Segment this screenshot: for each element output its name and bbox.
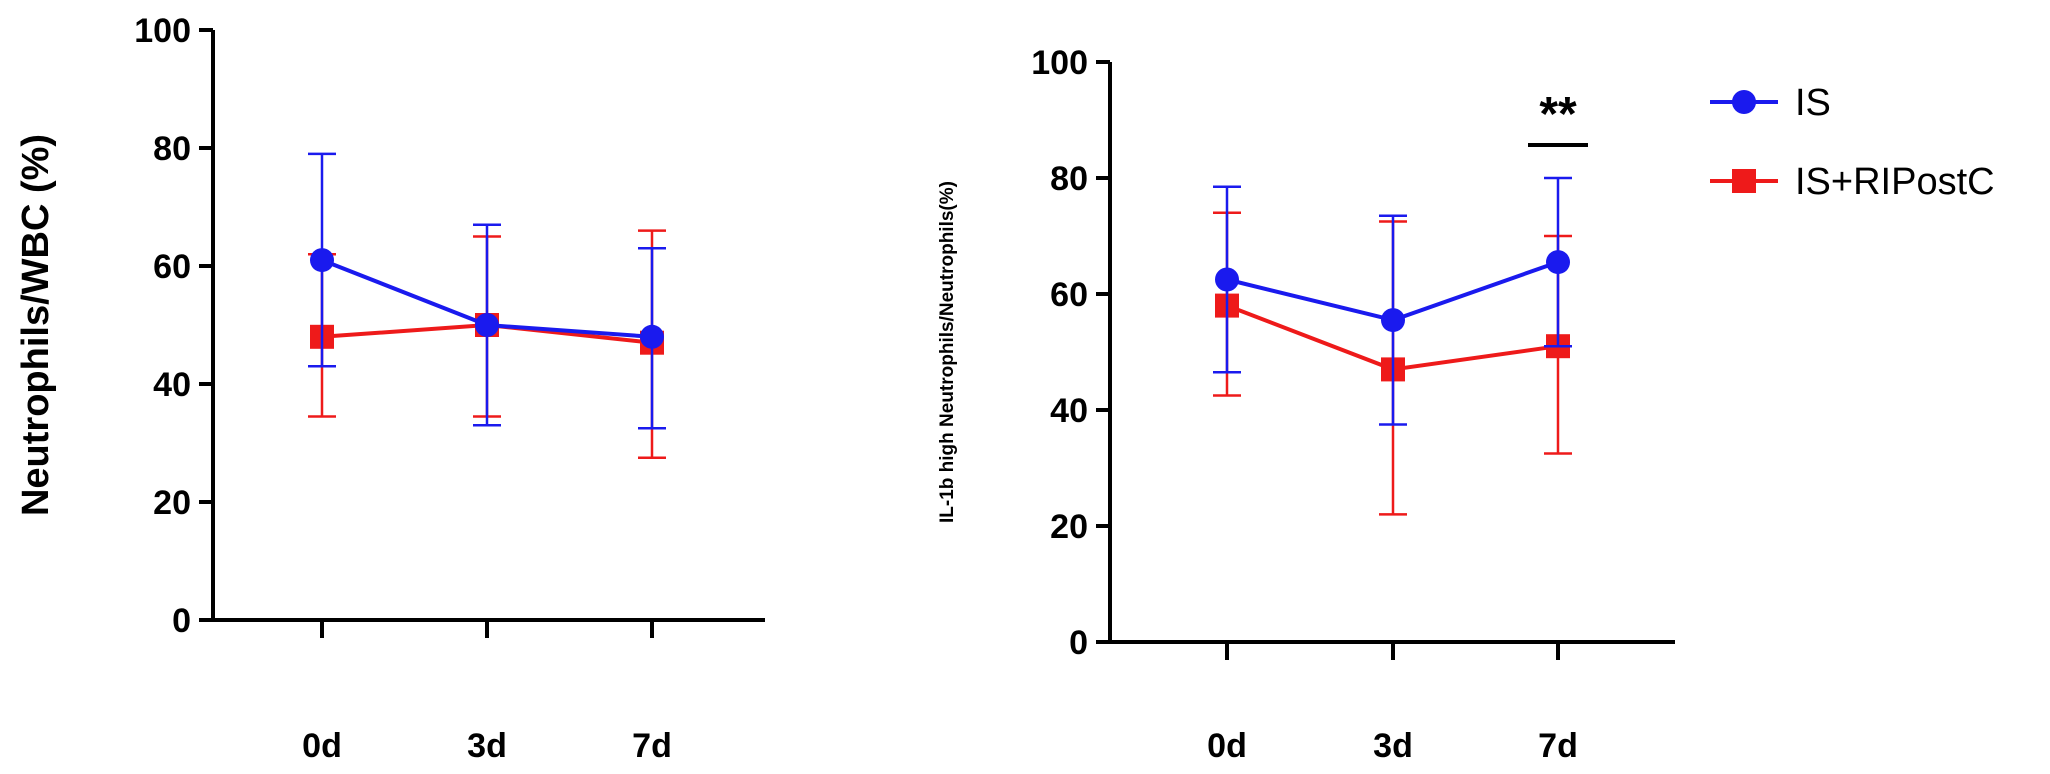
x-tick-label: 0d	[302, 727, 342, 765]
y-tick-label: 20	[153, 484, 191, 522]
legend-marker-square	[1732, 169, 1756, 193]
y-tick-label: 80	[1050, 160, 1088, 198]
legend: IS IS+RIPostC	[1710, 82, 1995, 203]
y-tick-label: 60	[1050, 276, 1088, 314]
y-tick-label: 80	[153, 130, 191, 168]
legend-item-is: IS	[1710, 82, 1831, 124]
data-point-is	[1546, 250, 1570, 275]
x-tick-label: 7d	[1538, 727, 1578, 765]
legend-label: IS	[1795, 82, 1831, 124]
legend-marker-circle	[1732, 90, 1756, 114]
series-is	[1213, 176, 1572, 426]
y-tick-label: 40	[1050, 392, 1088, 430]
x-tick-label: 0d	[1207, 727, 1247, 765]
y-tick-label: 100	[134, 12, 191, 50]
y-tick-label: 60	[153, 248, 191, 286]
x-tick-label: 3d	[467, 727, 507, 765]
y-tick-label: 40	[153, 366, 191, 404]
y-tick-label: 0	[1069, 624, 1088, 662]
panel-neutrophils-wbc: 0 20 40 60 80 100 0d 3d 7d Neutrophils/WBC (%)	[15, 12, 765, 765]
legend-item-is-ripostc: IS+RIPostC	[1710, 161, 1995, 203]
data-point-is	[1381, 308, 1405, 333]
panel-il1b-neutrophils: 0 20 40 60 80 100 0d 3d 7d IL-1b high Neutrophils…	[937, 44, 1675, 765]
y-tick-label: 100	[1031, 44, 1088, 82]
data-point-is	[1215, 267, 1239, 292]
data-point-is	[475, 313, 499, 337]
y-axis-label: Neutrophils/WBC (%)	[15, 134, 57, 516]
y-tick-label: 20	[1050, 508, 1088, 546]
x-tick-label: 7d	[632, 727, 672, 765]
data-point-is	[640, 324, 664, 349]
x-tick-label: 3d	[1373, 727, 1413, 765]
y-tick-label: 0	[172, 602, 191, 640]
significance-label: **	[1539, 88, 1577, 141]
series-is	[308, 152, 666, 430]
y-axis-label: IL-1b high Neutrophils/Neutrophils(%)	[937, 181, 958, 523]
legend-label: IS+RIPostC	[1795, 161, 1995, 203]
data-point-is	[310, 248, 334, 273]
